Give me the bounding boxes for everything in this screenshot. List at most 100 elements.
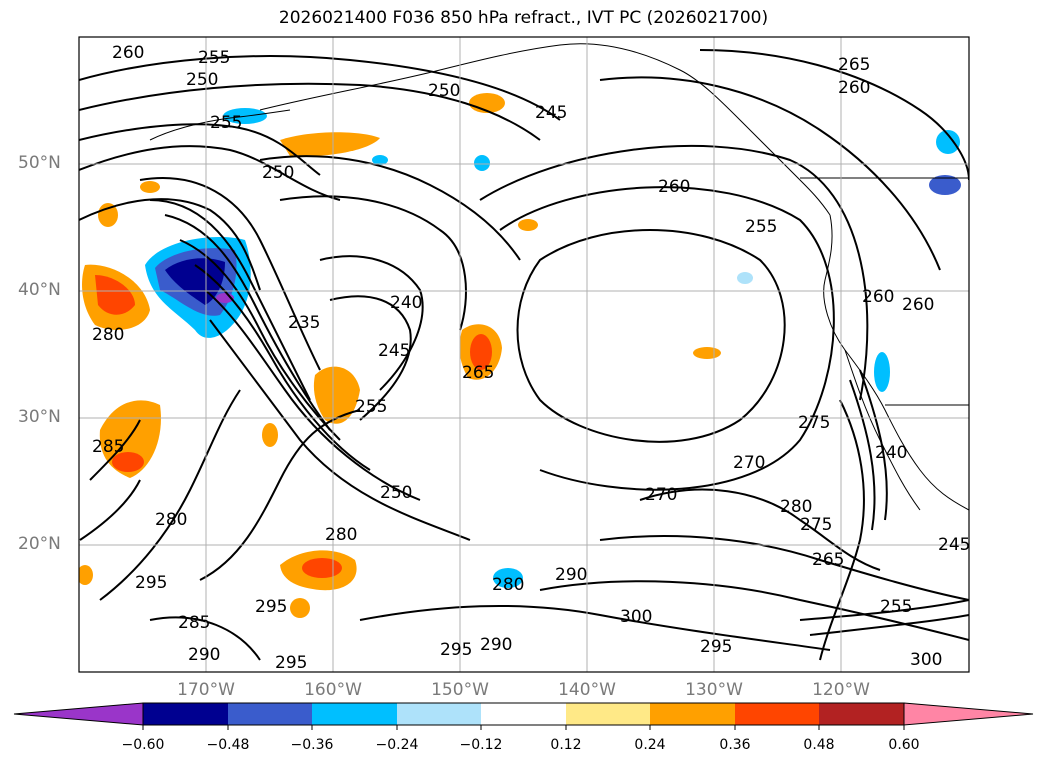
colorbar-tick-label: −0.24 (375, 737, 419, 753)
contour-label: 275 (800, 515, 832, 535)
contour-label: 295 (700, 637, 732, 657)
lon-label: 140°W (558, 680, 616, 700)
ivt-positive-jet (313, 366, 360, 424)
contour-label: 240 (390, 293, 422, 313)
map-title: 2026021400 F036 850 hPa refract., IVT PC… (278, 8, 769, 28)
contour-label: 285 (178, 613, 210, 633)
contour-label: 270 (645, 485, 677, 505)
colorbar-segment (143, 703, 228, 725)
contour-label: 260 (658, 177, 690, 197)
ivt-positive-southwest-core (112, 452, 144, 472)
ivt-negative-south (493, 568, 523, 588)
contour-label: 280 (92, 325, 124, 345)
ivt-negative-small-2 (372, 155, 388, 165)
ivt-negative-bc-core (929, 175, 961, 195)
colorbar-tick-label: 0.36 (719, 737, 751, 753)
lon-label: 160°W (304, 680, 362, 700)
ivt-negative-bc (936, 130, 960, 154)
ivt-positive-north (280, 132, 380, 157)
colorbar-tick-label: 0.12 (550, 737, 582, 753)
ivt-negative-small-3 (737, 272, 753, 284)
refractivity-contours (79, 49, 969, 661)
contour-label: 260 (862, 287, 894, 307)
graticule (79, 37, 969, 672)
aleutians (149, 109, 291, 141)
colorbar-segment (397, 703, 481, 725)
colorbar-tick-label: −0.60 (121, 737, 165, 753)
ivt-positive-west-core (95, 275, 135, 315)
colorbar-segment (735, 703, 819, 725)
lon-label: 120°W (812, 680, 870, 700)
contour-label: 290 (480, 635, 512, 655)
contour-label: 265 (462, 363, 494, 383)
contour-label: 280 (155, 510, 187, 530)
contour-label: 285 (92, 437, 124, 457)
colorbar-segment (819, 703, 904, 725)
contour-label: 275 (798, 413, 830, 433)
contour-label: 255 (198, 48, 230, 68)
colorbar-tick-label: −0.36 (290, 737, 334, 753)
lon-label: 170°W (177, 680, 235, 700)
colorbar-extend-high (903, 702, 1034, 726)
contour-label: 295 (255, 597, 287, 617)
contour-label: 255 (355, 397, 387, 417)
contour-label: 255 (210, 113, 242, 133)
contour-label: 260 (902, 295, 934, 315)
contour-label: 270 (733, 453, 765, 473)
lon-label: 130°W (685, 680, 743, 700)
contour-label: 250 (428, 81, 460, 101)
ivt-positive-east (693, 347, 721, 359)
contour-label: 245 (535, 103, 567, 123)
contour-label: 295 (275, 653, 307, 673)
contour-label: 280 (325, 525, 357, 545)
lat-label: 30°N (18, 407, 61, 427)
contour-label: 300 (910, 650, 942, 670)
contour-label: 295 (440, 640, 472, 660)
colorbar-tick-label: 0.48 (803, 737, 835, 753)
ivt-positive-hawaii-core (302, 558, 342, 578)
map-frame (78, 36, 970, 673)
contour-label: 245 (938, 535, 970, 555)
lat-label: 20°N (18, 534, 61, 554)
colorbar-segment (228, 703, 312, 725)
ivt-positive-central-core (470, 334, 492, 370)
contour-label: 250 (186, 70, 218, 90)
ivt-positive-small-5 (79, 565, 93, 585)
west-coast (823, 214, 969, 511)
ivt-positive-small-4 (262, 423, 278, 447)
ivt-negative-coast (874, 352, 890, 392)
baja-coast (844, 349, 921, 511)
alaska-coast (259, 43, 831, 216)
coastline-layer (149, 43, 969, 511)
contour-label: 290 (188, 645, 220, 665)
contour-label: 245 (378, 341, 410, 361)
colorbar (13, 702, 1034, 730)
contour-label: 250 (380, 483, 412, 503)
ivt-negative-small-1 (474, 155, 490, 171)
lon-label: 150°W (431, 680, 489, 700)
colorbar-frame (142, 702, 905, 726)
ivt-positive-south (290, 598, 310, 618)
colorbar-tick-label: 0.24 (634, 737, 666, 753)
lat-label: 40°N (18, 280, 61, 300)
contour-label: 265 (838, 55, 870, 75)
contour-label: 280 (780, 497, 812, 517)
lat-label: 50°N (18, 153, 61, 173)
colorbar-segment (650, 703, 735, 725)
colorbar-segment (312, 703, 397, 725)
map-plot-area: 260 255 250 255 250 245 265 260 250 260 … (79, 37, 970, 673)
colorbar-tick-label: −0.12 (459, 737, 503, 753)
contour-label: 235 (288, 313, 320, 333)
ivt-positive-small-2 (140, 181, 160, 193)
contour-label: 255 (880, 597, 912, 617)
colorbar-tick-label: 0.60 (888, 737, 920, 753)
contour-label: 265 (812, 550, 844, 570)
colorbar-tick-label: −0.48 (206, 737, 250, 753)
contour-label: 240 (875, 443, 907, 463)
contour-label: 300 (620, 607, 652, 627)
contour-label: 295 (135, 573, 167, 593)
colorbar-segment (481, 703, 566, 725)
contour-label: 280 (492, 575, 524, 595)
ivt-positive-small-1 (518, 219, 538, 231)
